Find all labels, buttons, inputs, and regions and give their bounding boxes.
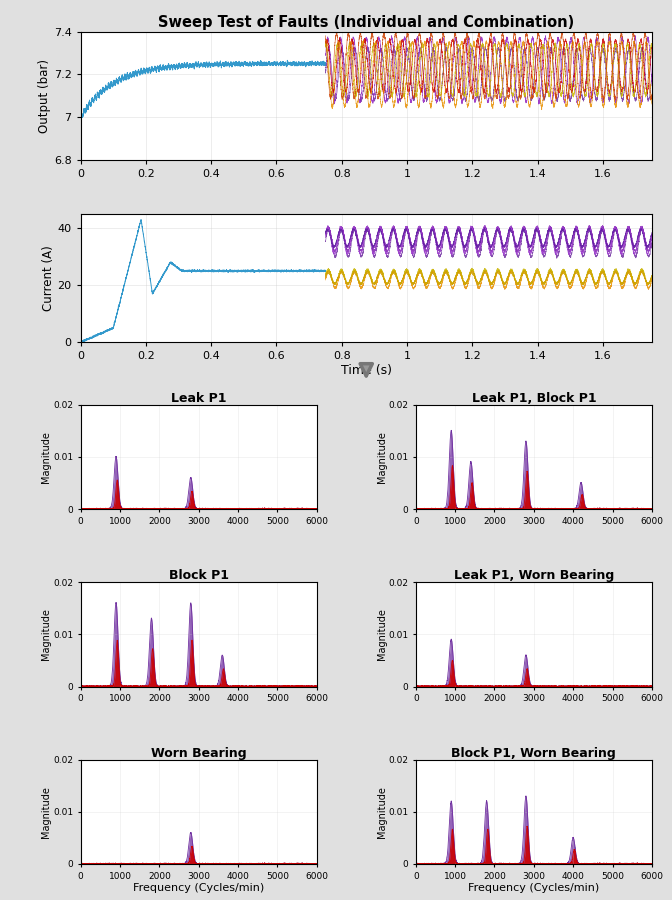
Title: Worn Bearing: Worn Bearing bbox=[151, 747, 247, 760]
X-axis label: Frequency (Cycles/min): Frequency (Cycles/min) bbox=[468, 884, 599, 894]
Y-axis label: Current (A): Current (A) bbox=[42, 245, 54, 310]
Y-axis label: Magnitude: Magnitude bbox=[376, 786, 386, 838]
Y-axis label: Magnitude: Magnitude bbox=[376, 431, 386, 482]
Title: Leak P1, Block P1: Leak P1, Block P1 bbox=[472, 392, 596, 405]
Title: Sweep Test of Faults (Individual and Combination): Sweep Test of Faults (Individual and Com… bbox=[158, 15, 575, 31]
Title: Block P1, Worn Bearing: Block P1, Worn Bearing bbox=[452, 747, 616, 760]
Y-axis label: Magnitude: Magnitude bbox=[376, 608, 386, 661]
Title: Leak P1: Leak P1 bbox=[171, 392, 226, 405]
Y-axis label: Magnitude: Magnitude bbox=[42, 608, 52, 661]
Title: Block P1: Block P1 bbox=[169, 569, 228, 582]
Y-axis label: Magnitude: Magnitude bbox=[42, 431, 52, 482]
Y-axis label: Magnitude: Magnitude bbox=[42, 786, 52, 838]
Y-axis label: Output (bar): Output (bar) bbox=[38, 58, 51, 132]
X-axis label: Time (s): Time (s) bbox=[341, 364, 392, 377]
Title: Leak P1, Worn Bearing: Leak P1, Worn Bearing bbox=[454, 569, 614, 582]
X-axis label: Frequency (Cycles/min): Frequency (Cycles/min) bbox=[133, 884, 264, 894]
